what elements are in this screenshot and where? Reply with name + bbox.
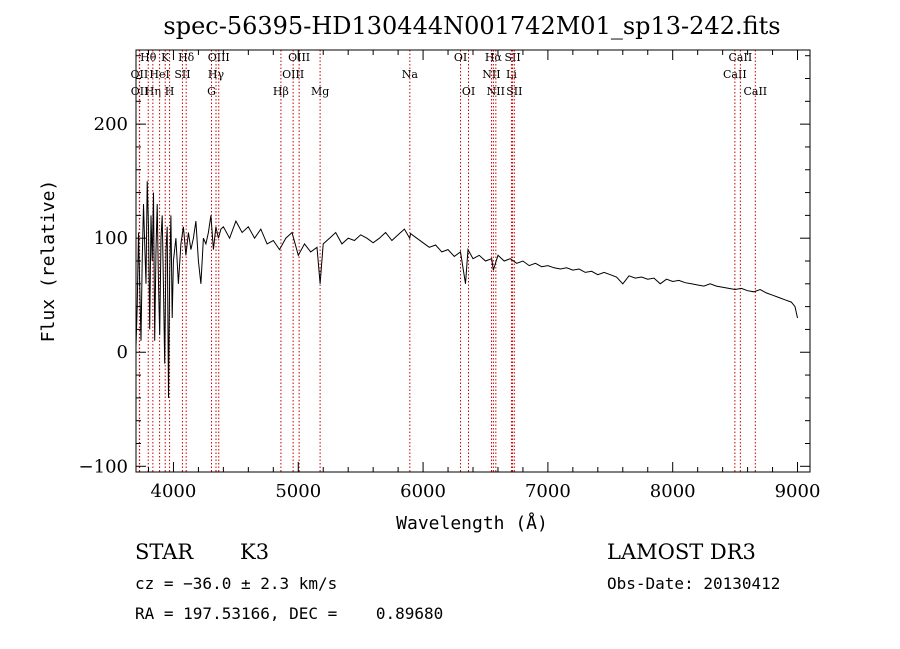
survey-name: LAMOST DR3 — [607, 540, 756, 564]
y-tick-label--100: −100 — [79, 456, 128, 477]
annotation-label-23: Li — [506, 68, 517, 81]
x-tick-label-5000: 5000 — [275, 481, 321, 502]
y-axis-label: Flux (relative) — [38, 180, 59, 343]
annotation-label-8: Hδ — [178, 51, 195, 64]
y-tick-label-100: 100 — [94, 228, 128, 249]
annotation-label-4: HeI — [149, 68, 169, 81]
annotation-label-3: Hη — [145, 85, 161, 98]
x-axis: 4000 5000 6000 7000 8000 9000 — [147, 50, 821, 502]
annotation-label-6: H — [165, 85, 175, 98]
annotation-label-18: OI — [462, 85, 475, 98]
line-annotations: OIIOIIHθHηHeIKHSIIHδGHγOIIIHβOIIIOIIIMgN… — [131, 50, 767, 472]
series-line-0 — [135, 181, 798, 398]
annotation-label-22: SII — [504, 51, 520, 64]
annotation-label-21: NII — [487, 85, 505, 98]
object-class: STAR — [135, 540, 194, 564]
redshift-text: cz = −36.0 ± 2.3 km/s — [135, 574, 337, 593]
annotation-label-19: NII — [482, 68, 500, 81]
annotation-label-16: Na — [402, 68, 419, 81]
annotation-label-10: Hγ — [208, 68, 225, 81]
x-tick-label-8000: 8000 — [650, 481, 696, 502]
coordinates: RA = 197.53166, DEC = 0.89680 — [135, 604, 443, 623]
annotation-label-27: CaII — [743, 85, 767, 98]
subclass: K3 — [240, 540, 269, 564]
y-tick-label-0: 0 — [117, 342, 128, 363]
annotation-label-5: K — [161, 51, 170, 64]
x-tick-label-7000: 7000 — [525, 481, 571, 502]
annotation-label-9: G — [207, 85, 216, 98]
annotation-label-1: OII — [131, 85, 149, 98]
x-tick-label-4000: 4000 — [151, 481, 197, 502]
annotation-label-17: OI — [454, 51, 467, 64]
spectrum-series — [135, 181, 798, 398]
annotation-label-7: SII — [174, 68, 190, 81]
y-tick-label-200: 200 — [94, 114, 128, 135]
chart-title: spec-56395-HD130444N001742M01_sp13-242.f… — [163, 12, 780, 40]
annotation-label-13: OIII — [282, 68, 304, 81]
x-tick-label-6000: 6000 — [400, 481, 446, 502]
annotation-label-25: CaII — [723, 68, 747, 81]
annotation-label-12: Hβ — [273, 85, 289, 98]
x-tick-label-9000: 9000 — [775, 481, 821, 502]
y-axis: −100 0 100 200 — [79, 55, 810, 477]
annotation-label-24: SII — [506, 85, 522, 98]
annotation-label-11: OIII — [208, 51, 230, 64]
x-axis-label: Wavelength (Å) — [396, 512, 548, 534]
plot-frame — [135, 49, 811, 473]
annotation-label-20: Hα — [485, 51, 503, 64]
obs-date: Obs-Date: 20130412 — [607, 574, 780, 593]
annotation-label-14: OIII — [288, 51, 310, 64]
annotation-label-15: Mg — [311, 85, 329, 98]
annotation-label-26: CaII — [729, 51, 753, 64]
